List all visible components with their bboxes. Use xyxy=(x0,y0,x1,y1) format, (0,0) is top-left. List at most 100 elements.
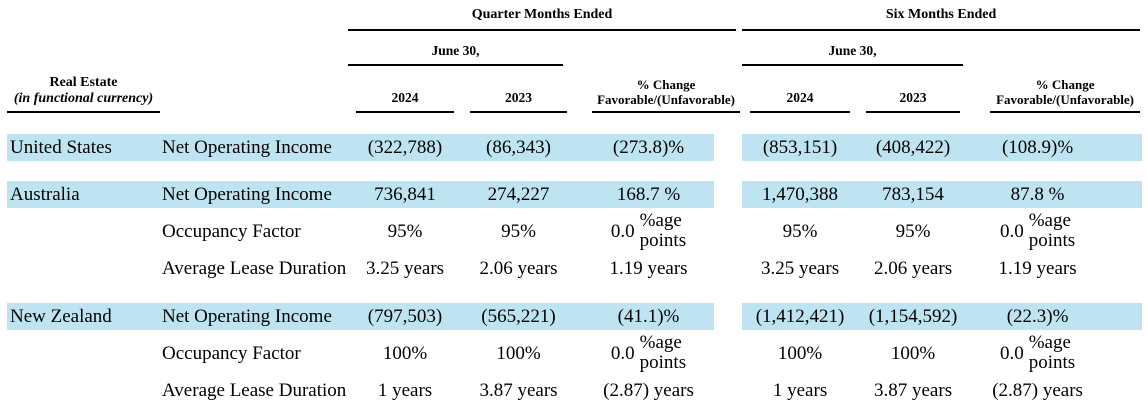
s2024-cell: 1 years xyxy=(772,380,828,401)
metric-cell: Net Operating Income xyxy=(160,134,348,161)
table-row-au-occupancy: Occupancy Factor 95% 95% 0.0 %age points… xyxy=(7,208,1142,254)
s2024-cell: 100% xyxy=(777,342,823,364)
quarter-pct-change-line2: Favorable/(Unfavorable) xyxy=(597,92,735,107)
points-group: 0.0 %age points xyxy=(611,211,686,251)
points-group: 0.0 %age points xyxy=(1000,333,1075,373)
metric-cell: Net Operating Income xyxy=(160,303,348,330)
region-cell xyxy=(7,254,160,283)
qchg-cell: (2.87) years xyxy=(603,380,694,401)
quarter-year-2024-header: 2024 xyxy=(348,66,462,113)
schg-cell: (108.9)% xyxy=(968,134,1143,161)
real-estate-financial-table: Quarter Months Ended Six Months Ended Re… xyxy=(7,0,1143,405)
s2023-cell: (408,422) xyxy=(858,134,969,161)
q2023-cell: (86,343) xyxy=(462,134,575,161)
schg-cell: 87.8 % xyxy=(968,181,1143,208)
q2024-cell: 95% xyxy=(387,220,423,242)
region-cell: United States xyxy=(7,134,160,161)
region-cell xyxy=(7,376,160,405)
quarter-group-underline: Quarter Months Ended xyxy=(348,4,737,31)
table-row-us-noi: United States Net Operating Income (322,… xyxy=(7,134,1143,161)
table-row-nz-noi: New Zealand Net Operating Income (797,50… xyxy=(7,303,1143,330)
qchg-cell: (41.1)% xyxy=(575,303,714,330)
spacer-cell xyxy=(714,134,742,161)
section-gap-row xyxy=(7,161,1142,181)
header-body-spacer-row xyxy=(7,113,1142,134)
quarter-pct-change-header: % Change Favorable/(Unfavorable) xyxy=(575,31,742,113)
s2023-cell: 3.87 years xyxy=(874,380,953,401)
header-row-groups: Quarter Months Ended Six Months Ended xyxy=(7,0,1142,31)
six-month-pct-change-underline: % Change Favorable/(Unfavorable) xyxy=(990,77,1141,113)
q2023-cell: 2.06 years xyxy=(479,258,558,279)
table-row-nz-occupancy: Occupancy Factor 100% 100% 0.0 %age poin… xyxy=(7,330,1142,376)
six-month-year-2024-header: 2024 xyxy=(742,66,858,113)
q2024-cell: 3.25 years xyxy=(365,258,445,279)
quarter-date-header: June 30, xyxy=(348,31,575,66)
header-blank-cell xyxy=(7,0,348,31)
qchg-cell: 168.7 % xyxy=(575,181,714,208)
s2023-cell: 783,154 xyxy=(858,181,969,208)
spacer-cell xyxy=(7,283,1142,303)
s2023-cell: 95% xyxy=(895,220,931,242)
s2023-cell: 2.06 years xyxy=(874,258,953,279)
quarter-year-2023-header: 2023 xyxy=(462,66,575,113)
section-gap-row xyxy=(7,283,1142,303)
region-cell: New Zealand xyxy=(7,303,160,330)
schg-points-cell: 0.0 %age points xyxy=(968,208,1142,254)
six-month-date-header: June 30, xyxy=(742,31,968,66)
qchg-points-cell: 0.0 %age points xyxy=(575,330,714,376)
row-title-line2: (in functional currency) xyxy=(13,91,154,106)
s2024-cell: (1,412,421) xyxy=(742,303,859,330)
quarter-group-header: Quarter Months Ended xyxy=(348,0,742,31)
points-value: 0.0 xyxy=(999,220,1024,242)
spacer-cell xyxy=(7,161,1142,181)
schg-points-cell: 0.0 %age points xyxy=(968,330,1142,376)
points-group: 0.0 %age points xyxy=(611,333,686,373)
schg-cell: (22.3)% xyxy=(968,303,1143,330)
schg-cell: (2.87) years xyxy=(992,380,1083,401)
qchg-points-cell: 0.0 %age points xyxy=(575,208,714,254)
six-month-year-2023-header: 2023 xyxy=(858,66,968,113)
s2024-cell: 3.25 years xyxy=(761,258,840,279)
schg-cell: 1.19 years xyxy=(998,258,1077,279)
six-month-date-label: June 30, xyxy=(742,40,964,66)
points-unit: %age points xyxy=(639,332,687,373)
q2024-cell: 736,841 xyxy=(348,181,462,208)
s2023-cell: 100% xyxy=(890,342,936,364)
spacer-cell xyxy=(714,303,742,330)
s2024-cell: (853,151) xyxy=(742,134,859,161)
metric-cell: Net Operating Income xyxy=(160,181,348,208)
spacer-cell xyxy=(7,113,1142,134)
header-row-years: 2024 2023 2024 2023 xyxy=(7,66,1142,113)
q2024-cell: 1 years xyxy=(377,380,433,401)
points-group: 0.0 %age points xyxy=(1000,211,1075,251)
metric-cell: Occupancy Factor xyxy=(162,220,301,242)
six-month-pct-change-line2: Favorable/(Unfavorable) xyxy=(996,92,1135,107)
qchg-cell: (273.8)% xyxy=(575,134,714,161)
metric-cell: Occupancy Factor xyxy=(162,342,301,364)
q2023-cell: (565,221) xyxy=(462,303,575,330)
points-unit: %age points xyxy=(1028,210,1076,251)
q2023-cell: 95% xyxy=(501,220,536,242)
table-row-nz-lease: Average Lease Duration 1 years 3.87 year… xyxy=(7,376,1142,405)
points-value: 0.0 xyxy=(610,220,635,242)
s2024-cell: 1,470,388 xyxy=(742,181,859,208)
row-title-box: Real Estate (in functional currency) xyxy=(7,75,160,113)
spacer-cell xyxy=(714,181,742,208)
row-title-line1: Real Estate xyxy=(49,75,118,90)
spacer-cell xyxy=(714,254,742,283)
spacer-cell xyxy=(714,376,742,405)
qchg-cell: 1.19 years xyxy=(609,258,688,279)
q2023-cell: 3.87 years xyxy=(479,380,558,401)
region-cell xyxy=(7,208,160,254)
region-cell: Australia xyxy=(7,181,160,208)
s2024-cell: 95% xyxy=(782,220,818,242)
quarter-group-label: Quarter Months Ended xyxy=(471,7,613,22)
q2023-cell: 100% xyxy=(496,342,541,364)
six-month-group-header: Six Months Ended xyxy=(742,0,1142,31)
region-cell xyxy=(7,330,160,376)
table-row-au-lease: Average Lease Duration 3.25 years 2.06 y… xyxy=(7,254,1142,283)
quarter-date-label: June 30, xyxy=(348,40,563,66)
metric-cell: Average Lease Duration xyxy=(162,380,347,401)
points-value: 0.0 xyxy=(610,342,635,364)
s2023-cell: (1,154,592) xyxy=(858,303,969,330)
